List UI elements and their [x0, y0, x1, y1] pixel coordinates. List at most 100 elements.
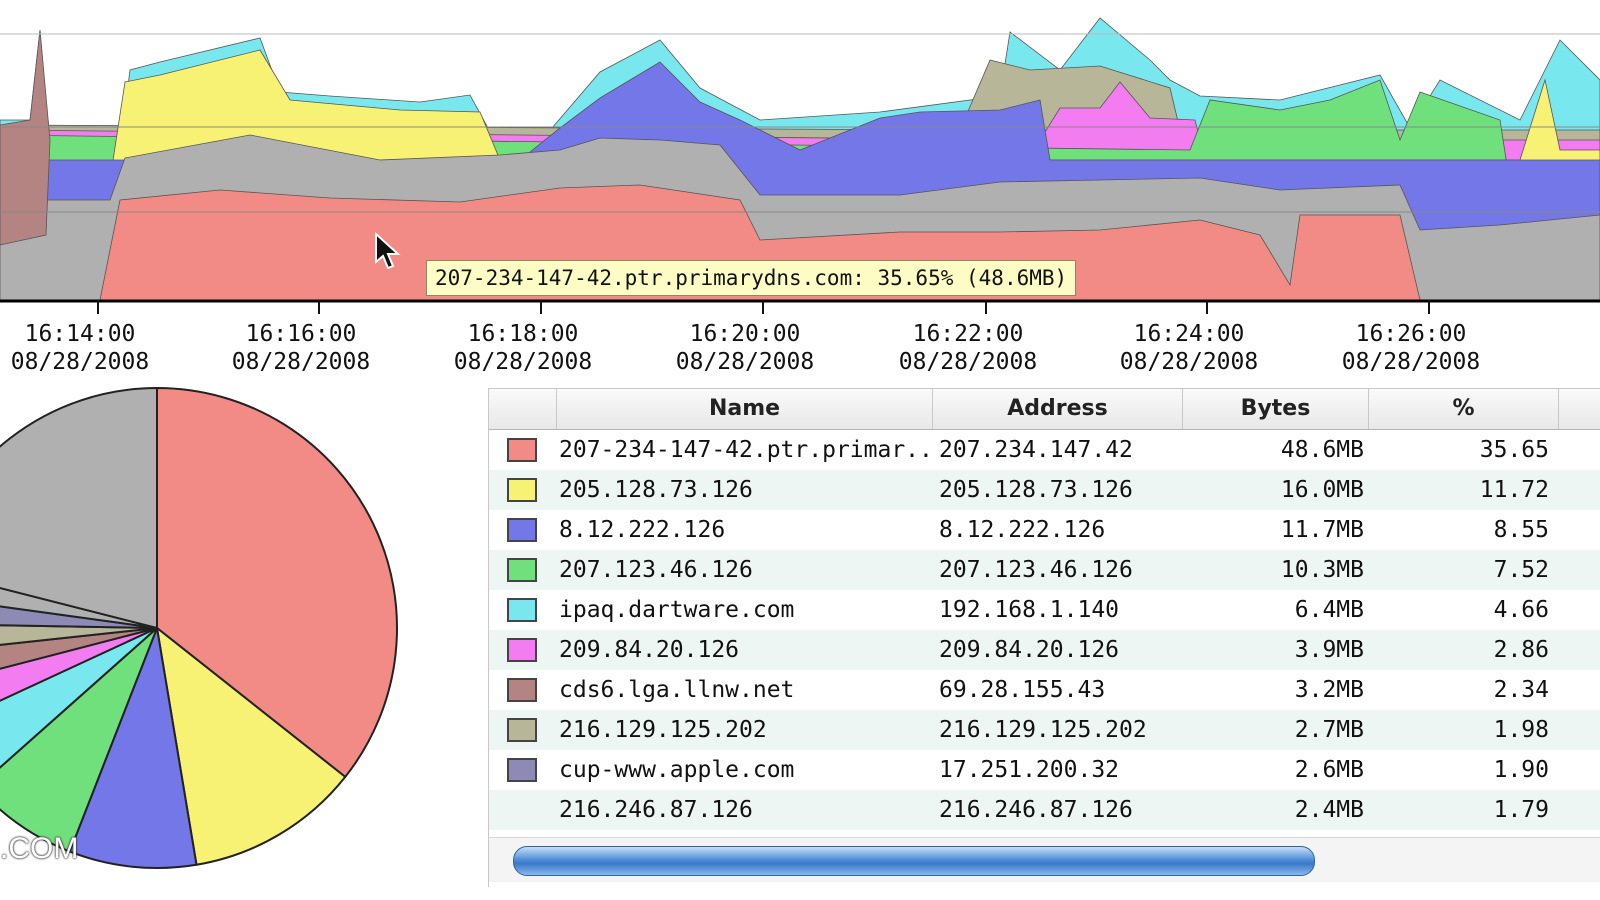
bytes-cell: 2.4MB [1179, 790, 1364, 830]
address-cell: 216.246.87.126 [939, 790, 1189, 830]
bytes-cell: 3.9MB [1179, 630, 1364, 670]
column-header-name[interactable]: Name [557, 389, 933, 429]
host-name-cell: 8.12.222.126 [559, 510, 931, 550]
address-cell: 207.123.46.126 [939, 550, 1189, 590]
tick-date: 08/28/2008 [216, 348, 386, 376]
host-name-cell: 205.128.73.126 [559, 470, 931, 510]
traffic-pie-chart[interactable] [0, 385, 480, 885]
tick-mark [97, 300, 99, 314]
traffic-area-band[interactable] [0, 30, 50, 245]
table-header: Name Address Bytes % [489, 389, 1600, 430]
pie-slice[interactable] [0, 388, 157, 628]
bytes-cell: 16.0MB [1179, 470, 1364, 510]
host-name-cell: 216.246.87.126 [559, 790, 931, 830]
tick-mark [318, 300, 320, 314]
address-cell: 205.128.73.126 [939, 470, 1189, 510]
tick-mark [1428, 300, 1430, 314]
table-row[interactable]: cup-www.apple.com 17.251.200.32 2.6MB 1.90 [489, 750, 1600, 790]
column-header-percent[interactable]: % [1369, 389, 1559, 429]
table-body: 207-234-147-42.ptr.primar... 207.234.147.… [489, 430, 1600, 830]
address-cell: 8.12.222.126 [939, 510, 1189, 550]
time-tick-label: 16:18:00 08/28/2008 [438, 320, 608, 376]
hover-tooltip: 207-234-147-42.ptr.primarydns.com: 35.65… [426, 260, 1076, 296]
bytes-cell: 2.6MB [1179, 750, 1364, 790]
address-cell: 207.234.147.42 [939, 430, 1189, 470]
host-name-cell: 209.84.20.126 [559, 630, 931, 670]
percent-cell: 7.52 [1369, 550, 1549, 590]
table-row[interactable]: 205.128.73.126 205.128.73.126 16.0MB 11.72 [489, 470, 1600, 510]
tick-time: 16:22:00 [883, 320, 1053, 348]
address-cell: 209.84.20.126 [939, 630, 1189, 670]
time-tick-label: 16:22:00 08/28/2008 [883, 320, 1053, 376]
address-cell: 192.168.1.140 [939, 590, 1189, 630]
tick-time: 16:18:00 [438, 320, 608, 348]
time-tick-label: 16:16:00 08/28/2008 [216, 320, 386, 376]
host-name-cell: 207-234-147-42.ptr.primar... [559, 430, 931, 470]
address-cell: 216.129.125.202 [939, 710, 1189, 750]
host-name-cell: cup-www.apple.com [559, 750, 931, 790]
host-name-cell: 207.123.46.126 [559, 550, 931, 590]
mouse-cursor-icon [374, 232, 402, 274]
host-name-cell: cds6.lga.llnw.net [559, 670, 931, 710]
scrollbar-thumb[interactable] [513, 846, 1315, 876]
color-swatch [507, 758, 537, 782]
tick-time: 16:24:00 [1104, 320, 1274, 348]
tick-time: 16:20:00 [660, 320, 830, 348]
tick-date: 08/28/2008 [0, 348, 165, 376]
table-row[interactable]: 207.123.46.126 207.123.46.126 10.3MB 7.52 [489, 550, 1600, 590]
bytes-cell: 11.7MB [1179, 510, 1364, 550]
color-swatch [507, 558, 537, 582]
color-swatch [507, 718, 537, 742]
time-tick-label: 16:26:00 08/28/2008 [1326, 320, 1496, 376]
color-swatch [507, 478, 537, 502]
percent-cell: 8.55 [1369, 510, 1549, 550]
horizontal-scrollbar[interactable] [489, 837, 1600, 882]
column-header-color[interactable] [489, 389, 557, 429]
percent-cell: 11.72 [1369, 470, 1549, 510]
color-swatch [507, 518, 537, 542]
column-header-bytes[interactable]: Bytes [1183, 389, 1369, 429]
color-swatch [507, 598, 537, 622]
color-swatch [507, 438, 537, 462]
percent-cell: 1.90 [1369, 750, 1549, 790]
host-name-cell: 216.129.125.202 [559, 710, 931, 750]
table-row[interactable]: 8.12.222.126 8.12.222.126 11.7MB 8.55 [489, 510, 1600, 550]
column-header-address[interactable]: Address [933, 389, 1183, 429]
time-tick-label: 16:14:00 08/28/2008 [0, 320, 165, 376]
table-row[interactable]: 207-234-147-42.ptr.primar... 207.234.147.… [489, 430, 1600, 470]
tick-date: 08/28/2008 [660, 348, 830, 376]
tick-time: 16:26:00 [1326, 320, 1496, 348]
color-swatch [507, 638, 537, 662]
time-tick-label: 16:24:00 08/28/2008 [1104, 320, 1274, 376]
tick-time: 16:14:00 [0, 320, 165, 348]
tick-date: 08/28/2008 [1104, 348, 1274, 376]
table-row[interactable]: cds6.lga.llnw.net 69.28.155.43 3.2MB 2.34 [489, 670, 1600, 710]
bytes-cell: 2.7MB [1179, 710, 1364, 750]
table-row[interactable]: 209.84.20.126 209.84.20.126 3.9MB 2.86 [489, 630, 1600, 670]
color-swatch [507, 678, 537, 702]
percent-cell: 2.86 [1369, 630, 1549, 670]
bytes-cell: 6.4MB [1179, 590, 1364, 630]
tick-date: 08/28/2008 [438, 348, 608, 376]
tick-time: 16:16:00 [216, 320, 386, 348]
address-cell: 69.28.155.43 [939, 670, 1189, 710]
bytes-cell: 3.2MB [1179, 670, 1364, 710]
percent-cell: 1.98 [1369, 710, 1549, 750]
table-row[interactable]: 216.129.125.202 216.129.125.202 2.7MB 1.98 [489, 710, 1600, 750]
hosts-table: Name Address Bytes % 207-234-147-42.ptr.… [488, 388, 1600, 887]
tick-mark [762, 300, 764, 314]
time-tick-label: 16:20:00 08/28/2008 [660, 320, 830, 376]
pie-slice-label: .COM [0, 832, 78, 866]
table-row[interactable]: 216.246.87.126 216.246.87.126 2.4MB 1.79 [489, 790, 1600, 830]
table-row[interactable]: ipaq.dartware.com 192.168.1.140 6.4MB 4.66 [489, 590, 1600, 630]
host-name-cell: ipaq.dartware.com [559, 590, 931, 630]
percent-cell: 2.34 [1369, 670, 1549, 710]
address-cell: 17.251.200.32 [939, 750, 1189, 790]
time-axis: 16:14:00 08/28/2008 16:16:00 08/28/2008 16:1… [0, 300, 1600, 380]
tick-date: 08/28/2008 [883, 348, 1053, 376]
percent-cell: 4.66 [1369, 590, 1549, 630]
tick-date: 08/28/2008 [1326, 348, 1496, 376]
percent-cell: 1.79 [1369, 790, 1549, 830]
tick-mark [540, 300, 542, 314]
tick-mark [1206, 300, 1208, 314]
